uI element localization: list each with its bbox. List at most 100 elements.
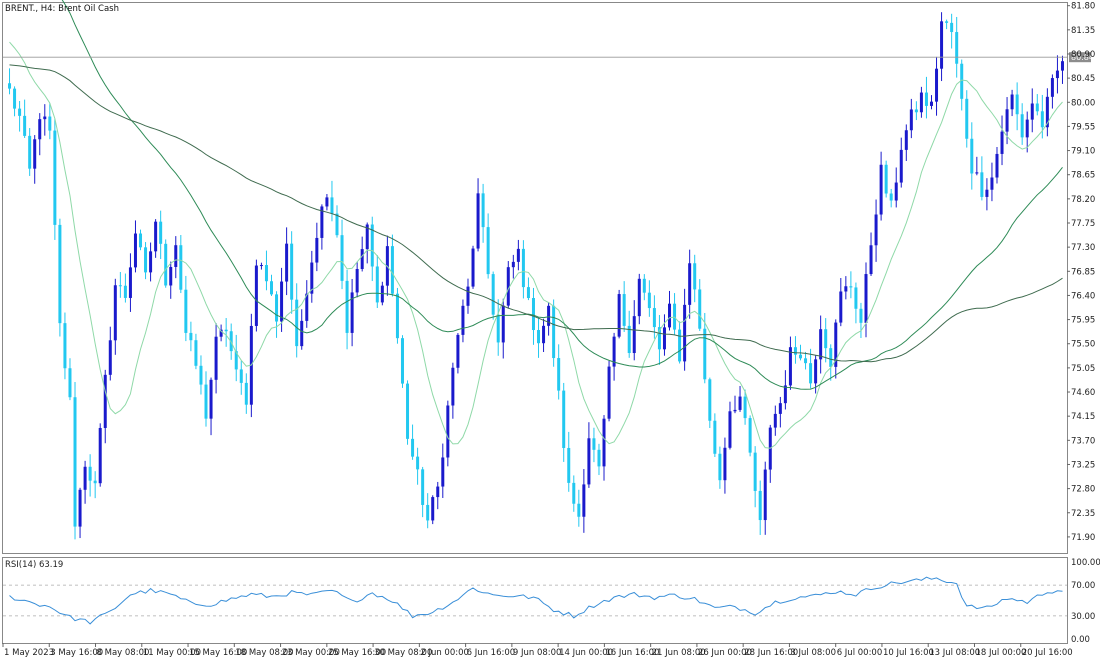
candle <box>516 239 520 271</box>
price-tick-label: 75.05 <box>1071 364 1095 374</box>
candle <box>159 210 163 260</box>
candle <box>33 135 37 184</box>
moving-averages-layer <box>9 0 1063 449</box>
price-tick-label: 80.90 <box>1071 50 1095 60</box>
candle <box>869 232 873 276</box>
candle <box>486 213 490 279</box>
candle <box>1020 103 1024 145</box>
candle <box>753 446 757 508</box>
candle <box>657 314 661 365</box>
candle <box>340 219 344 290</box>
time-tick-label: 10 Jul 16:00 <box>883 648 934 658</box>
candle <box>708 377 712 429</box>
candle <box>622 281 626 332</box>
candle <box>824 318 828 363</box>
candle <box>330 180 334 222</box>
candle <box>73 381 77 540</box>
candle <box>552 299 556 367</box>
candle <box>879 151 883 221</box>
candle <box>345 269 349 350</box>
rsi-panel-frame <box>2 557 1068 644</box>
candle <box>174 236 178 279</box>
candle <box>280 267 284 332</box>
candle <box>1030 88 1034 133</box>
candle <box>108 326 112 381</box>
candle <box>567 431 571 492</box>
rsi-tick-label: 70.00 <box>1071 581 1095 591</box>
candle <box>259 262 263 270</box>
price-tick-label: 73.25 <box>1071 460 1095 470</box>
candle <box>58 218 62 337</box>
candle <box>758 480 762 535</box>
candle <box>184 275 188 342</box>
candle <box>48 103 52 140</box>
candle <box>224 318 228 347</box>
candle <box>466 278 470 314</box>
candle <box>194 333 198 370</box>
time-tick-label: 3 May 16:00 <box>50 648 103 658</box>
candle <box>980 156 984 201</box>
candle <box>481 183 485 243</box>
rsi-tick-label: 30.00 <box>1071 612 1095 622</box>
candle <box>874 199 878 262</box>
candle <box>718 446 722 489</box>
candle <box>239 360 243 395</box>
candle <box>662 314 666 356</box>
price-tick-label: 78.65 <box>1071 171 1095 181</box>
candle <box>547 302 551 336</box>
candle <box>1055 55 1059 94</box>
candle <box>854 282 858 324</box>
candle <box>315 222 319 272</box>
candle <box>627 310 631 358</box>
candle <box>461 299 465 343</box>
price-tick-label: 71.90 <box>1071 533 1095 543</box>
candle <box>426 493 430 529</box>
candle <box>456 333 460 374</box>
candle <box>521 240 525 299</box>
chart-title: BRENT., H4: Brent Oil Cash <box>5 4 119 14</box>
rsi-label: RSI(14) 63.19 <box>5 560 63 570</box>
candle <box>18 101 22 132</box>
candle <box>637 273 641 325</box>
candle <box>587 422 591 488</box>
time-tick-label: 21 Jun 08:00 <box>652 648 706 658</box>
candle <box>360 236 364 272</box>
rsi-tick-label: 100.00 <box>1071 558 1100 568</box>
candle <box>995 146 999 184</box>
candle <box>809 348 813 389</box>
candle <box>88 454 92 497</box>
time-tick-label: 8 May 08:00 <box>97 648 150 658</box>
candle <box>940 12 944 82</box>
candle <box>945 19 949 30</box>
candle <box>355 261 359 298</box>
candle <box>390 234 394 297</box>
candle <box>179 235 183 294</box>
candle <box>597 443 601 476</box>
candle <box>219 324 223 342</box>
candle <box>929 95 933 110</box>
candle <box>924 76 928 119</box>
candle <box>899 137 903 188</box>
candle <box>290 231 294 314</box>
ma-slow-line <box>9 64 1063 363</box>
price-tick-label: 81.35 <box>1071 26 1095 36</box>
time-tick-label: 16 Jun 16:00 <box>605 648 659 658</box>
candle <box>914 101 918 121</box>
candle <box>542 318 546 352</box>
candle <box>562 382 566 462</box>
candle <box>642 274 646 301</box>
time-tick-label: 3 Jul 08:00 <box>790 648 836 658</box>
rsi-axis: 100.00 70.00 30.00 0.00 <box>1071 558 1100 645</box>
candle <box>683 288 687 371</box>
price-axis: 81.80 81.35 80.90 80.45 80.00 79.55 79.10 78.65… <box>1067 2 1095 543</box>
candle <box>13 86 17 117</box>
candle <box>118 272 122 298</box>
time-tick-label: 18 May 08:00 <box>235 648 293 658</box>
time-tick-label: 14 Jun 00:00 <box>559 648 613 658</box>
candle <box>1000 115 1004 166</box>
candle <box>98 423 102 487</box>
candle <box>144 242 148 280</box>
candle <box>209 377 213 436</box>
candle <box>849 271 853 299</box>
candle <box>829 344 833 381</box>
